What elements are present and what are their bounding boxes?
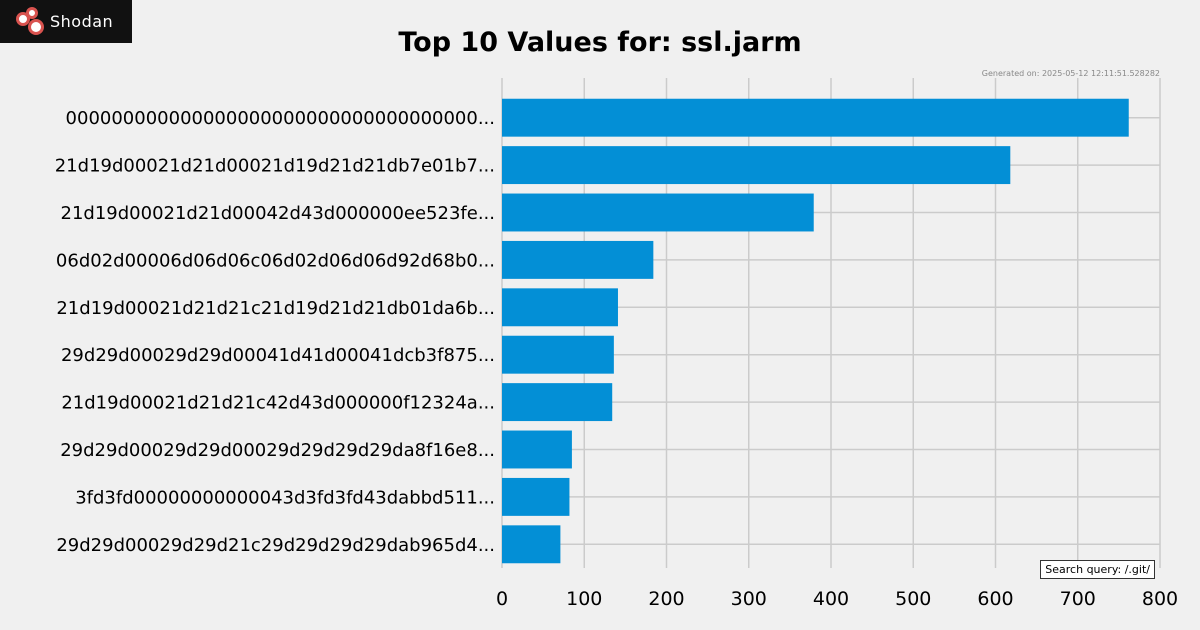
bar	[502, 146, 1011, 185]
x-tick-label: 600	[977, 588, 1013, 610]
shodan-logo[interactable]: Shodan	[0, 0, 132, 43]
x-tick-label: 400	[813, 588, 849, 610]
x-tick-label: 700	[1060, 588, 1096, 610]
bars	[502, 98, 1129, 564]
category-label: 29d29d00029d29d00029d29d29d29da8f16e8...	[60, 440, 495, 461]
chart-title: Top 10 Values for: ssl.jarm	[398, 27, 802, 58]
generated-timestamp: Generated on: 2025-05-12 12:11:51.528282	[981, 69, 1160, 78]
x-tick-label: 500	[895, 588, 931, 610]
x-tick-label: 100	[566, 588, 602, 610]
category-label: 21d19d00021d21d00021d19d21d21db7e01b7...	[55, 156, 495, 177]
bar	[502, 288, 618, 327]
shodan-logo-icon	[16, 6, 46, 37]
x-tick-label: 800	[1142, 588, 1178, 610]
x-tick-label: 200	[648, 588, 684, 610]
category-label: 06d02d00006d06d06c06d02d06d06d92d68b0...	[56, 250, 495, 271]
bar	[502, 240, 654, 279]
bar	[502, 430, 572, 469]
category-label: 29d29d00029d29d00041d41d00041dcb3f875...	[61, 345, 495, 366]
category-label: 21d19d00021d21d21c21d19d21d21db01da6b...	[56, 298, 495, 319]
category-label: 29d29d00029d29d21c29d29d29d29dab965d4...	[56, 535, 495, 556]
bar	[502, 98, 1129, 137]
bar	[502, 193, 814, 232]
category-label: 21d19d00021d21d00042d43d000000ee523fe...	[61, 203, 496, 224]
x-tick-label: 300	[731, 588, 767, 610]
category-label: 3fd3fd00000000000043d3fd3fd43dabbd511...	[75, 487, 495, 508]
category-label: 000000000000000000000000000000000000...	[66, 108, 495, 129]
bar	[502, 525, 561, 564]
bar	[502, 383, 613, 422]
x-axis-ticks: 0 100 200 300 400 500 600 700 800	[496, 588, 1178, 610]
category-labels: 000000000000000000000000000000000000... 2…	[55, 108, 495, 556]
shodan-logo-text: Shodan	[50, 12, 114, 31]
search-query-box: Search query: /.git/	[1040, 560, 1155, 579]
category-label: 21d19d00021d21d21c42d43d000000f12324a...	[61, 393, 495, 414]
bar	[502, 477, 570, 516]
bar	[502, 335, 614, 374]
x-tick-label: 0	[496, 588, 508, 610]
